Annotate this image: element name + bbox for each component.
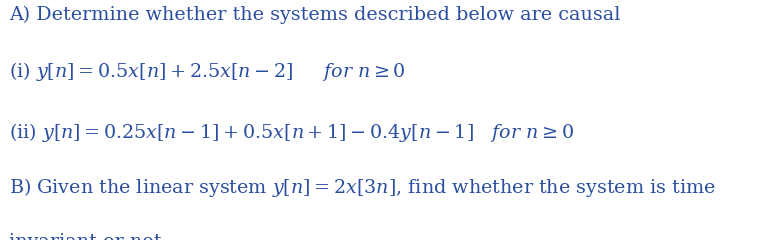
Text: A) Determine whether the systems described below are causal: A) Determine whether the systems describ… (9, 6, 621, 24)
Text: B) Given the linear system $y[n] = 2x[3n]$, find whether the system is time: B) Given the linear system $y[n] = 2x[3n… (9, 176, 716, 199)
Text: (ii) $y[n] = 0.25x[n - 1] + 0.5x[n + 1] - 0.4y[n - 1]$   $\mathit{for\ n \geq 0}: (ii) $y[n] = 0.25x[n - 1] + 0.5x[n + 1] … (9, 121, 574, 144)
Text: invariant or not.: invariant or not. (9, 233, 168, 240)
Text: (i) $y[n] = 0.5x[n] + 2.5x[n - 2]$     $\mathit{for\ n \geq 0}$: (i) $y[n] = 0.5x[n] + 2.5x[n - 2]$ $\mat… (9, 60, 406, 83)
